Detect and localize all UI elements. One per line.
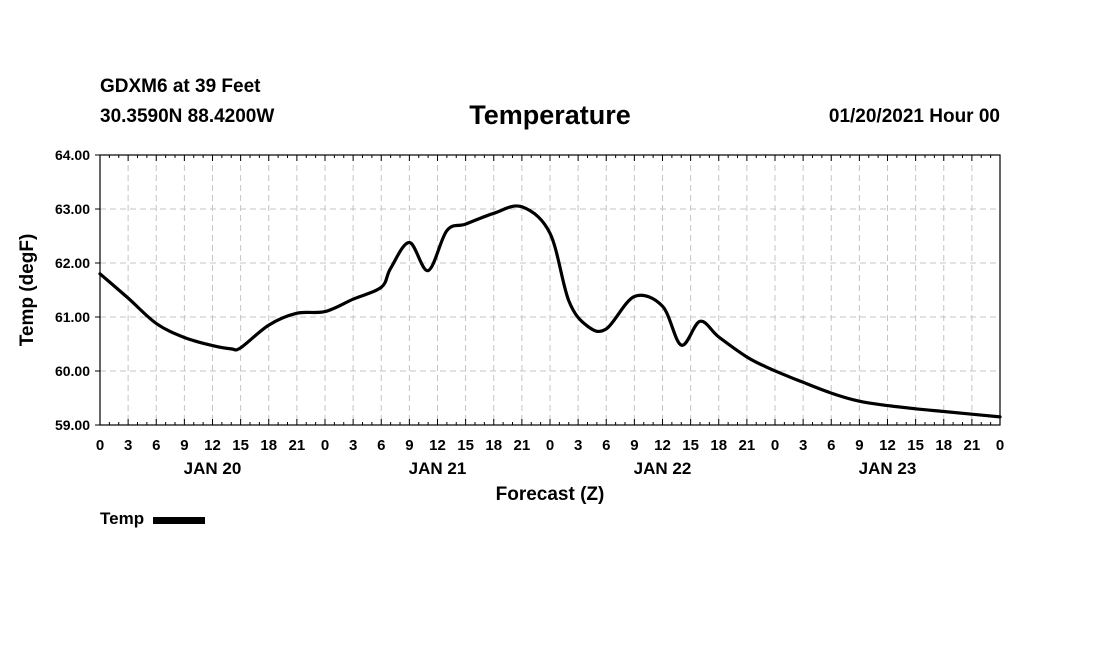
y-tick-label: 60.00 [55, 363, 90, 379]
legend: Temp [100, 509, 206, 529]
station-name: GDXM6 at 39 Feet [100, 76, 261, 97]
y-axis-label: Temp (degF) [17, 234, 38, 347]
x-axis-label: Forecast (Z) [496, 484, 605, 505]
y-tick-label: 61.00 [55, 309, 90, 325]
forecast-run-time: 01/20/2021 Hour 00 [828, 106, 1000, 127]
x-tick-label: 21 [739, 437, 756, 454]
x-tick-label: 12 [654, 437, 671, 454]
x-tick-label: 9 [405, 437, 413, 454]
legend-label: Temp [100, 509, 145, 528]
x-tick-label: 21 [964, 437, 981, 454]
temp-series-line [98, 204, 1002, 419]
x-tick-label: 0 [771, 437, 779, 454]
y-tick-label: 59.00 [55, 417, 90, 433]
x-tick-label: 3 [574, 437, 582, 454]
x-tick-labels: 0 3 6 9 12 15 18 21 0 3 6 9 12 15 18 21 0 3 6 9 12 15 18 21 0 3 6 9… [96, 437, 1004, 454]
x-tick-label: 6 [602, 437, 610, 454]
x-tick-label: 3 [349, 437, 357, 454]
axis-ticks [95, 154, 1001, 426]
y-tick-label: 63.00 [55, 201, 90, 217]
x-tick-label: 15 [682, 437, 699, 454]
day-label: JAN 21 [409, 459, 467, 478]
x-tick-label: 0 [321, 437, 329, 454]
x-tick-label: 6 [152, 437, 160, 454]
x-tick-label: 9 [630, 437, 638, 454]
legend-swatch [153, 516, 206, 524]
x-tick-label: 9 [855, 437, 863, 454]
x-tick-label: 12 [204, 437, 221, 454]
y-tick-label: 64.00 [55, 147, 90, 163]
x-tick-label: 0 [96, 437, 104, 454]
x-tick-label: 0 [996, 437, 1004, 454]
x-tick-label: 15 [457, 437, 474, 454]
day-labels: JAN 20 JAN 21 JAN 22 JAN 23 [184, 459, 917, 478]
x-tick-label: 18 [260, 437, 277, 454]
day-label: JAN 22 [634, 459, 692, 478]
x-tick-label: 3 [799, 437, 807, 454]
x-tick-label: 0 [546, 437, 554, 454]
x-tick-label: 9 [180, 437, 188, 454]
x-tick-label: 18 [935, 437, 952, 454]
x-tick-label: 12 [429, 437, 446, 454]
x-tick-label: 15 [232, 437, 249, 454]
x-tick-label: 12 [879, 437, 896, 454]
x-tick-label: 21 [289, 437, 306, 454]
grid [100, 155, 1000, 425]
y-tick-label: 62.00 [55, 255, 90, 271]
x-tick-label: 6 [827, 437, 835, 454]
x-tick-label: 15 [907, 437, 924, 454]
day-label: JAN 23 [859, 459, 917, 478]
x-tick-label: 3 [124, 437, 132, 454]
chart-title: Temperature [469, 100, 631, 130]
y-tick-labels: 59.00 60.00 61.00 62.00 63.00 64.00 [55, 147, 90, 433]
station-coordinates: 30.3590N 88.4200W [100, 106, 275, 127]
x-tick-label: 18 [710, 437, 727, 454]
x-tick-label: 6 [377, 437, 385, 454]
x-tick-label: 21 [514, 437, 531, 454]
x-tick-label: 18 [485, 437, 502, 454]
day-label: JAN 20 [184, 459, 242, 478]
